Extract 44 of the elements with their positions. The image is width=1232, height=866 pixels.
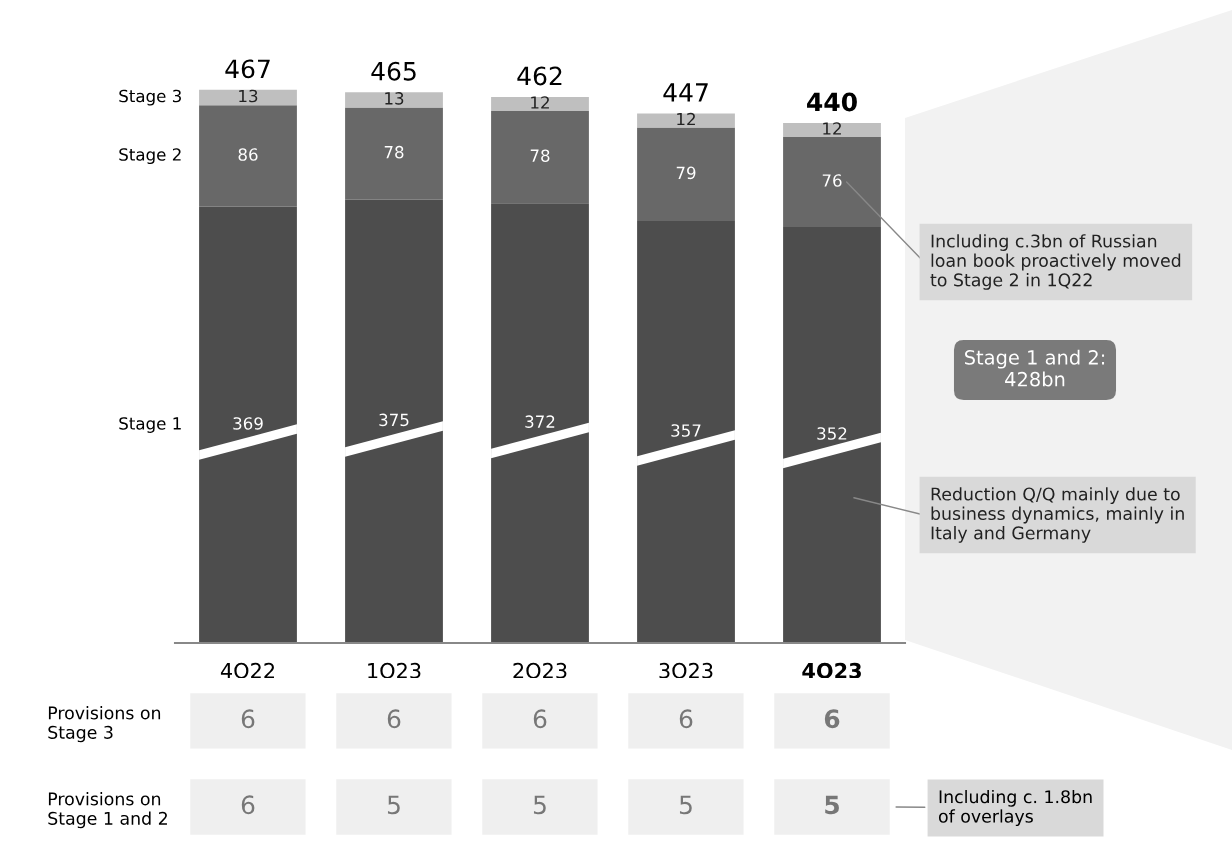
- data-label: 13: [385, 92, 404, 105]
- data-label: 372: [525, 415, 555, 428]
- y-tick-label: Provisions on Stage 1 and 2: [48, 792, 167, 829]
- text: Including c. 1.8bn of overlays: [938, 789, 1092, 827]
- x-tick-label: 4Q23: [802, 662, 861, 682]
- total-label: 467: [225, 59, 270, 79]
- text: Reduction Q/Q mainly due to business dynamics, mainly in Italy and Germany: [931, 487, 1184, 543]
- series-label: Stage 1: [119, 417, 181, 433]
- data-label: 79: [676, 166, 696, 180]
- total-label: 447: [663, 83, 708, 102]
- series-label: Stage 2: [119, 148, 181, 165]
- x-tick-label: 2Q23: [513, 662, 567, 681]
- data-label: 6: [241, 709, 255, 729]
- text: Stage 1 and 2: 428bn: [964, 349, 1105, 387]
- data-label: 357: [671, 424, 701, 437]
- data-label: 78: [384, 145, 404, 159]
- data-label: 5: [533, 795, 546, 815]
- x-tick-label: 4Q22: [220, 662, 274, 681]
- data-label: 12: [531, 96, 549, 109]
- data-label: 76: [822, 174, 842, 187]
- data-label: 6: [241, 795, 255, 815]
- text: Including c.3bn of Russian loan book proactively moved to Stage 2 in 1Q22: [930, 234, 1181, 290]
- data-label: 13: [239, 89, 258, 103]
- data-label: 86: [238, 148, 258, 161]
- data-label: 5: [679, 795, 692, 815]
- total-label: 465: [371, 61, 416, 81]
- data-label: 5: [825, 795, 839, 815]
- data-label: 352: [817, 427, 847, 440]
- data-label: 6: [387, 709, 401, 729]
- data-label: 369: [233, 417, 263, 430]
- data-label: 6: [679, 709, 693, 729]
- data-label: 375: [379, 413, 409, 427]
- data-label: 12: [677, 112, 695, 126]
- x-tick-label: 3Q23: [659, 662, 713, 681]
- data-label: 78: [530, 149, 550, 162]
- y-tick-label: Provisions on Stage 3: [48, 706, 161, 743]
- total-label: 462: [517, 66, 562, 86]
- data-label: 6: [533, 709, 547, 729]
- data-label: 12: [823, 122, 841, 135]
- total-label: 440: [807, 92, 857, 112]
- series-label: Stage 3: [119, 89, 181, 106]
- data-label: 5: [387, 795, 400, 815]
- data-label: 6: [824, 709, 840, 729]
- x-tick-label: 1Q23: [368, 662, 421, 681]
